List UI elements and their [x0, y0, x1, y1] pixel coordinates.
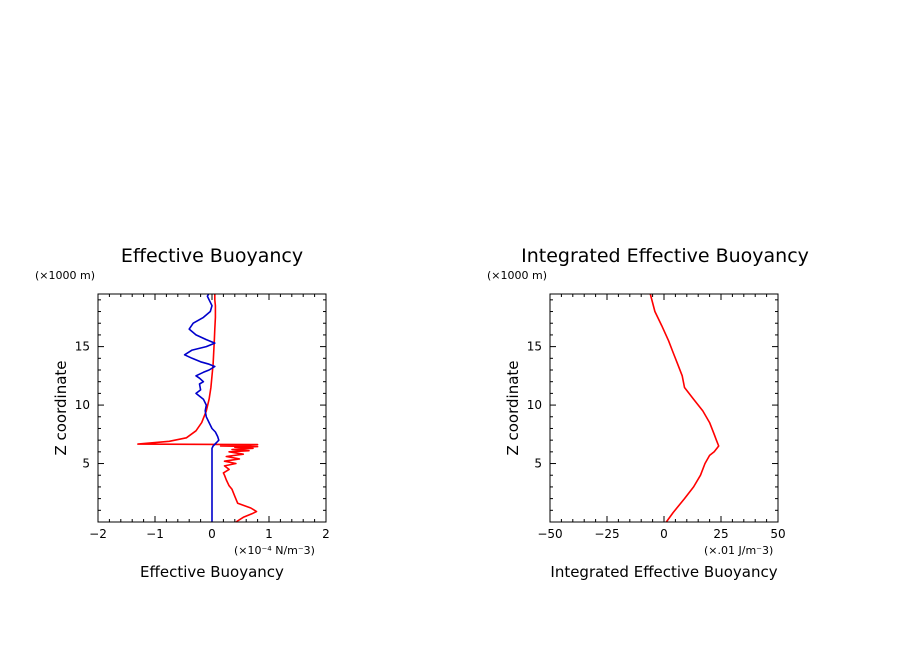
x-tick-label: 0 — [208, 527, 216, 541]
integrated-effective-buoyancy-chart: Integrated Effective Buoyancy (×1000 m) … — [487, 245, 809, 581]
x-axis-label: Integrated Effective Buoyancy — [550, 563, 777, 581]
y-axis-label: Z coordinate — [52, 360, 70, 455]
x-tick-label: −2 — [89, 527, 107, 541]
x-tick-label: 25 — [713, 527, 728, 541]
series-lines — [137, 293, 259, 523]
series-line-1 — [137, 294, 259, 523]
y-tick-label: 10 — [75, 398, 90, 412]
y-tick-label: 10 — [527, 398, 542, 412]
x-tick-label: −50 — [537, 527, 562, 541]
chart-title: Effective Buoyancy — [121, 245, 303, 267]
y-tick-label: 15 — [75, 340, 90, 354]
x-unit-label: (×.01 J/m⁻3) — [704, 544, 773, 557]
x-tick-label: 0 — [660, 527, 668, 541]
y-tick-label: 15 — [527, 340, 542, 354]
plot-frame — [549, 293, 779, 523]
x-tick-label: −25 — [594, 527, 619, 541]
y-unit-label: (×1000 m) — [487, 269, 547, 282]
y-tick-label: 5 — [82, 457, 90, 471]
series-line-1 — [649, 293, 720, 523]
x-axis-label: Effective Buoyancy — [140, 563, 284, 581]
plot-frame — [97, 293, 327, 523]
x-tick-label: 2 — [322, 527, 330, 541]
x-unit-label: (×10⁻⁴ N/m⁻3) — [234, 544, 315, 557]
effective-buoyancy-chart: Effective Buoyancy (×1000 m) Z coordinat… — [35, 245, 330, 581]
x-tick-label: 1 — [265, 527, 273, 541]
x-tick-label: −1 — [146, 527, 164, 541]
chart-title: Integrated Effective Buoyancy — [521, 245, 809, 267]
series-line-2 — [183, 293, 220, 522]
tick-labels: −2 −1 0 1 2 5 10 15 — [75, 340, 330, 541]
tick-labels: −50 −25 0 25 50 5 10 15 — [527, 340, 786, 541]
y-axis-label: Z coordinate — [504, 360, 522, 455]
series-lines — [649, 293, 720, 523]
axis-ticks — [549, 294, 779, 522]
y-unit-label: (×1000 m) — [35, 269, 95, 282]
x-tick-label: 50 — [770, 527, 785, 541]
y-tick-label: 5 — [534, 457, 542, 471]
